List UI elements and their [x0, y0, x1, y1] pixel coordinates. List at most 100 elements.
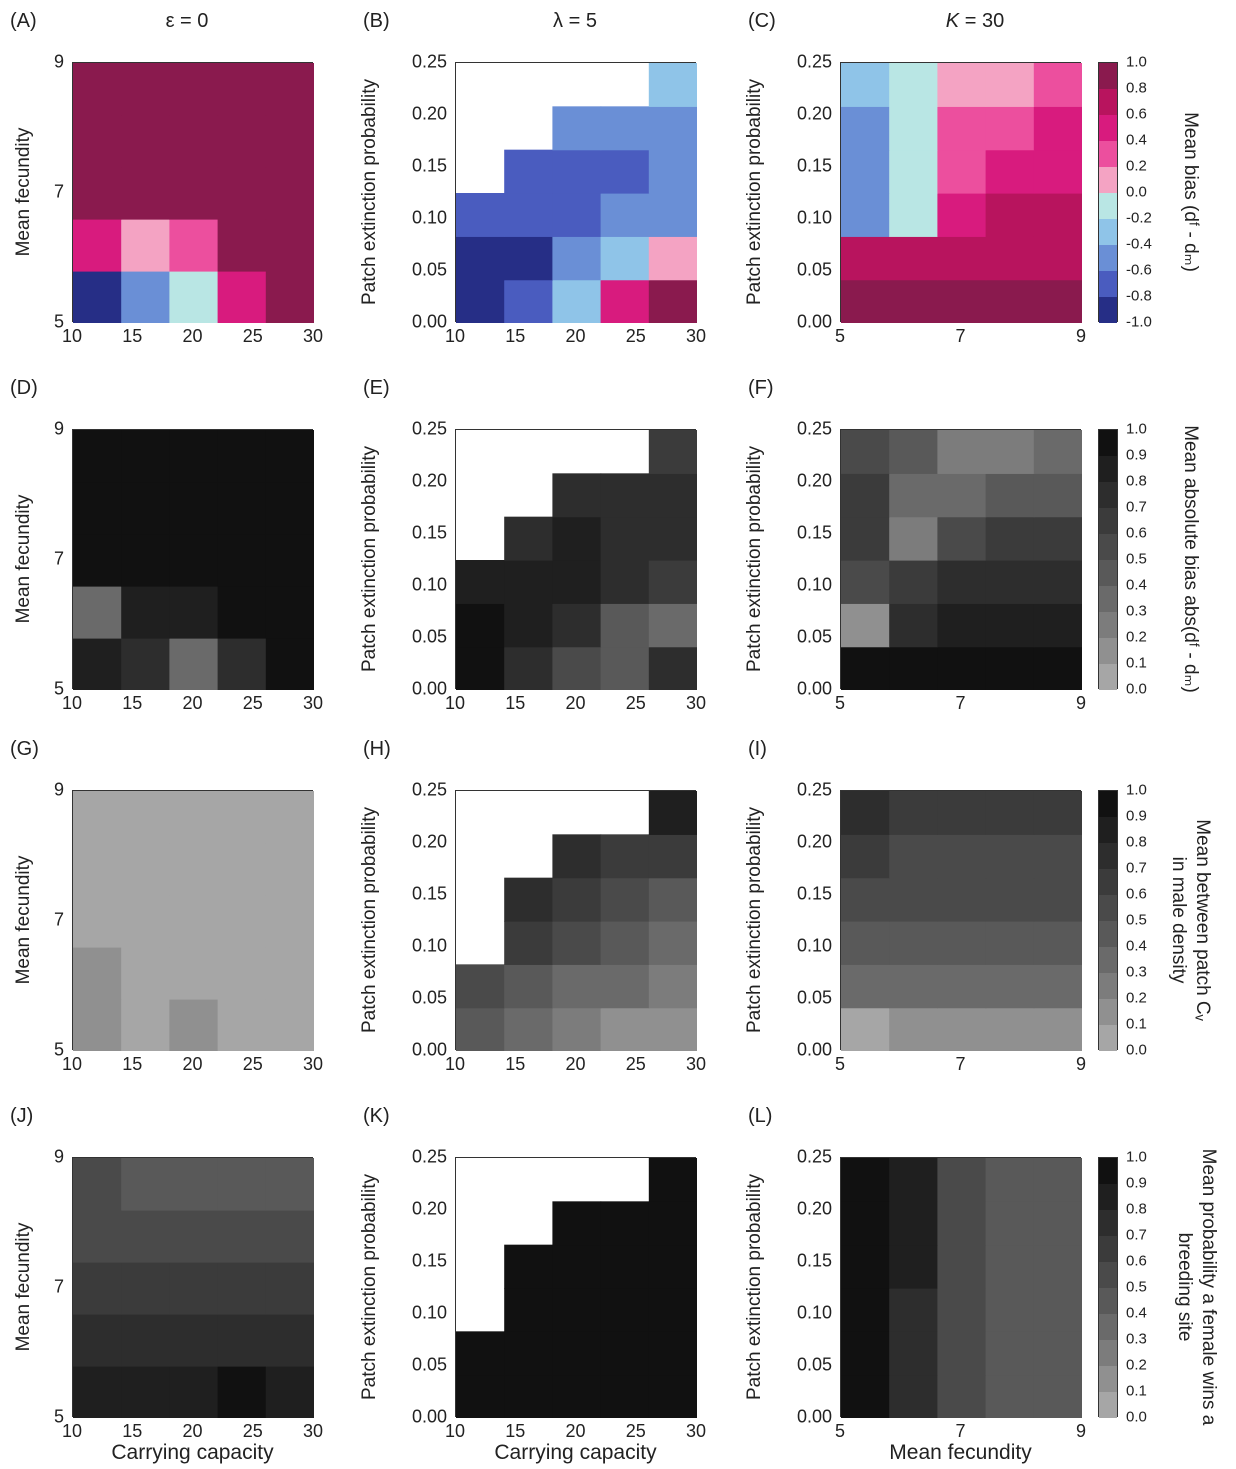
x-tick-label: 30 — [685, 693, 707, 713]
heatmap-cell — [1033, 1158, 1082, 1202]
colorbar-tick-label: 0.8 — [1126, 833, 1147, 851]
heatmap-cell — [73, 1366, 122, 1418]
heatmap-cell — [600, 921, 650, 965]
x-tick-label: 30 — [302, 693, 324, 713]
heatmap-cell — [937, 473, 987, 518]
colorbar-segment — [1099, 63, 1117, 89]
x-tick-label: 20 — [182, 326, 203, 346]
heatmap-cell — [217, 586, 267, 639]
heatmap-cell — [937, 106, 987, 151]
heatmap-cell — [985, 603, 1035, 648]
y-tick-label: 0.10 — [796, 935, 832, 956]
y-tick-label: 0.05 — [411, 987, 447, 1008]
heatmap-cell — [889, 877, 938, 922]
heatmap-cell — [504, 646, 553, 690]
heatmap-cell — [600, 236, 650, 281]
heatmap-cell — [841, 106, 890, 151]
colorbar-tick-label: 1.0 — [1126, 420, 1147, 438]
column-title: ε = 0 — [165, 10, 209, 32]
heatmap-cell — [841, 791, 890, 835]
heatmap-cell — [169, 638, 219, 690]
heatmap-cell — [504, 921, 553, 965]
x-tick-label: 20 — [182, 693, 203, 713]
colorbar-segment — [1099, 612, 1117, 638]
heatmap-cell — [552, 1288, 602, 1332]
colorbar-tick-label: 0.5 — [1126, 1278, 1147, 1296]
heatmap-cell — [73, 167, 122, 220]
colorbar-segment — [1099, 508, 1117, 534]
y-tick-label: 0.25 — [411, 779, 447, 800]
heatmap-cell — [648, 1158, 697, 1202]
y-tick-label: 0.10 — [411, 935, 447, 956]
heatmap-E — [456, 430, 697, 690]
heatmap-cell — [600, 646, 650, 690]
panel-label: (H) — [363, 738, 391, 760]
heatmap-cell — [217, 638, 267, 690]
heatmap-cell — [217, 1210, 267, 1263]
y-tick-label: 0.25 — [411, 51, 447, 72]
heatmap-cell — [217, 534, 267, 587]
y-axis-label: Patch extinction probability — [744, 1173, 765, 1401]
y-tick-label: 0.10 — [411, 1302, 447, 1323]
colorbar-segment — [1099, 895, 1117, 921]
colorbar-segment — [1099, 1314, 1117, 1340]
y-tick-label: 0.15 — [796, 883, 832, 904]
heatmap-cell — [841, 149, 890, 194]
heatmap-cell — [937, 646, 987, 690]
heatmap-cell — [600, 516, 650, 561]
heatmap-cell — [985, 560, 1035, 604]
x-tick-label: 15 — [122, 1054, 143, 1074]
heatmap-cell — [841, 193, 890, 237]
heatmap-cell — [889, 1374, 938, 1418]
x-tick-label: 5 — [834, 1054, 846, 1074]
heatmap-cell — [841, 877, 890, 922]
heatmap-cell — [265, 843, 314, 896]
plot-area-H — [455, 790, 697, 1051]
heatmap-cell — [937, 1201, 987, 1246]
heatmap-cell — [648, 560, 697, 604]
y-tick-label: 0.15 — [411, 522, 447, 543]
heatmap-cell — [552, 646, 602, 690]
heatmap-cell — [600, 877, 650, 922]
heatmap-cell — [121, 534, 170, 587]
heatmap-cell — [937, 516, 987, 561]
heatmap-I — [841, 791, 1082, 1051]
colorbar-segment — [1099, 560, 1117, 586]
heatmap-cell — [985, 1288, 1035, 1332]
colorbar-tick-label: 0.0 — [1126, 1041, 1147, 1059]
heatmap-cell — [1033, 646, 1082, 690]
heatmap-cell — [169, 482, 219, 535]
heatmap-cell — [985, 1201, 1035, 1246]
x-tick-label: 25 — [242, 326, 263, 346]
heatmap-cell — [889, 603, 938, 648]
heatmap-cell — [265, 482, 314, 535]
x-tick-label: 30 — [302, 1421, 324, 1441]
heatmap-cell — [169, 167, 219, 220]
heatmap-cell — [600, 560, 650, 604]
heatmap-cell — [552, 1331, 602, 1376]
colorbar-tick-label: 0.2 — [1126, 989, 1147, 1007]
heatmap-cell — [169, 1366, 219, 1418]
heatmap-cell — [985, 834, 1035, 879]
heatmap-cell — [841, 1244, 890, 1289]
plot-area-J — [72, 1157, 314, 1418]
heatmap-cell — [648, 791, 697, 835]
heatmap-cell — [552, 106, 602, 151]
heatmap-cell — [121, 791, 170, 844]
plot-area-E — [455, 429, 697, 690]
colorbar-tick-label: 0.9 — [1126, 1174, 1147, 1192]
heatmap-cell — [73, 791, 122, 844]
heatmap-cell — [600, 1288, 650, 1332]
x-tick-label: 20 — [182, 1421, 203, 1441]
heatmap-cell — [889, 1288, 938, 1332]
plot-area-K — [455, 1157, 697, 1418]
x-tick-label: 5 — [834, 326, 846, 346]
heatmap-cell — [456, 646, 505, 690]
heatmap-cell — [889, 430, 938, 474]
heatmap-cell — [937, 1288, 987, 1332]
y-axis-label: Patch extinction probability — [359, 445, 380, 673]
colorbar — [1098, 1157, 1118, 1418]
heatmap-cell — [73, 586, 122, 639]
heatmap-cell — [552, 236, 602, 281]
heatmap-cell — [265, 947, 314, 1000]
